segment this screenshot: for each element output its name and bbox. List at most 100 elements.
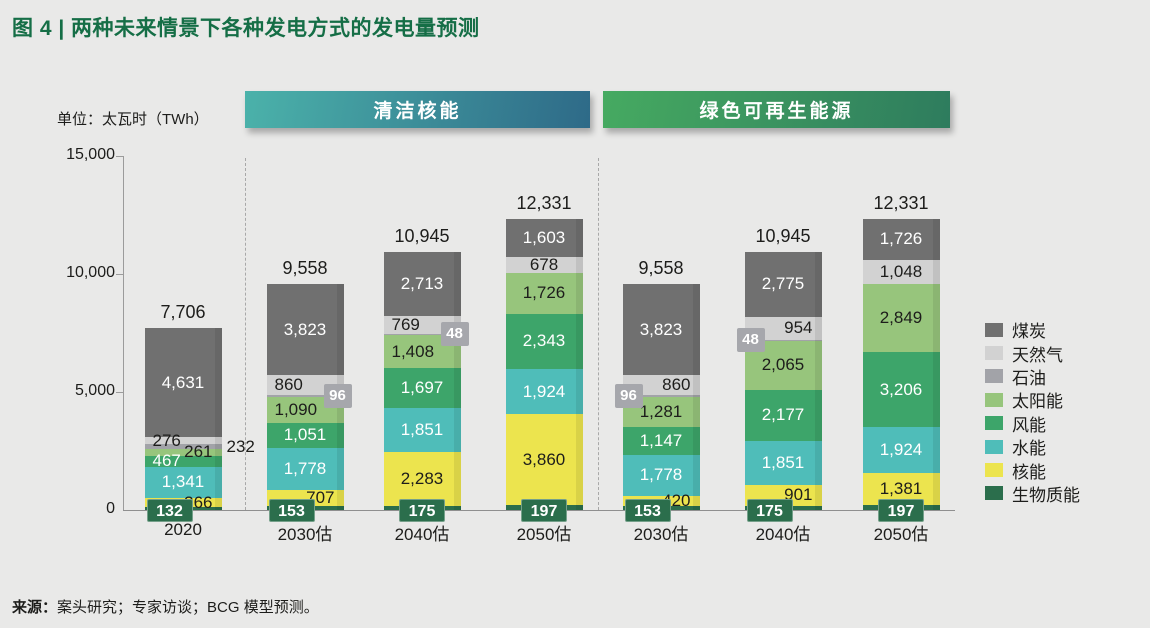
segment-oil bbox=[744, 339, 822, 341]
segment-label: 2,713 bbox=[400, 273, 444, 293]
segment-label: 954 bbox=[784, 318, 813, 338]
bar-2040估: 175 2,283 1,851 1,697 1,408 48 769 2,713 10,945 bbox=[383, 226, 469, 522]
segment-solar bbox=[505, 272, 583, 314]
legend-item: 核能 bbox=[985, 458, 1080, 482]
segment-label: 276 bbox=[152, 430, 181, 450]
segment-wind bbox=[266, 422, 344, 448]
y-tick-mark bbox=[116, 274, 123, 275]
legend-swatch-solar bbox=[985, 392, 1003, 407]
biomass-badge: 197 bbox=[521, 498, 567, 522]
segment-coal bbox=[144, 328, 222, 438]
segment-label: 261 bbox=[184, 442, 213, 462]
segment-wind bbox=[383, 368, 461, 409]
segment-label: 1,048 bbox=[879, 262, 923, 282]
segment-hydro bbox=[744, 440, 822, 485]
segment-hydro bbox=[505, 368, 583, 415]
oil-badge: 48 bbox=[736, 328, 765, 353]
segment-label-outside: 232 bbox=[226, 436, 255, 456]
legend-item: 石油 bbox=[985, 365, 1080, 388]
segment-label: 2,283 bbox=[400, 468, 444, 488]
segment-oil bbox=[383, 333, 461, 336]
source-prefix: 来源： bbox=[12, 599, 58, 616]
y-tick-mark bbox=[116, 156, 123, 157]
biomass-badge: 132 bbox=[146, 498, 193, 522]
legend-item: 风能 bbox=[985, 412, 1080, 435]
unit-label: 单位：太瓦时（TWh） bbox=[57, 111, 209, 128]
segment-label: 2,775 bbox=[761, 274, 805, 294]
segment-label: 1,051 bbox=[283, 425, 327, 445]
segment-label: 2,177 bbox=[761, 405, 805, 425]
segment-label: 1,341 bbox=[161, 472, 205, 492]
x-axis-label: 2050估 bbox=[516, 525, 572, 544]
bar-total-label: 9,558 bbox=[282, 258, 328, 279]
bar-2040估: 175 901 1,851 2,177 2,065 48 954 2,775 10,945 bbox=[736, 226, 822, 522]
segment-label: 1,851 bbox=[761, 452, 805, 472]
y-tick-mark bbox=[116, 392, 123, 393]
oil-badge: 96 bbox=[323, 384, 352, 409]
segment-wind bbox=[144, 455, 222, 467]
segment-coal bbox=[744, 251, 822, 318]
biomass-badge: 153 bbox=[624, 498, 671, 522]
segment-hydro bbox=[144, 466, 222, 499]
segment-wind bbox=[505, 313, 583, 369]
bar-total-label: 9,558 bbox=[638, 258, 684, 279]
source-text: 案头研究；专家访谈；BCG 模型预测。 bbox=[57, 599, 319, 616]
scenario-banner-nuclear: 清洁核能 bbox=[245, 91, 590, 128]
legend-swatch-hydro bbox=[985, 439, 1003, 454]
bar-total-label: 10,945 bbox=[394, 225, 450, 246]
x-axis-label: 2020 bbox=[164, 520, 202, 539]
segment-hydro bbox=[622, 454, 700, 497]
segment-label: 860 bbox=[274, 374, 303, 394]
segment-gas bbox=[505, 256, 583, 273]
legend-label: 太阳能 bbox=[1012, 392, 1063, 412]
legend-label: 风能 bbox=[1012, 415, 1046, 435]
x-axis-label: 2030估 bbox=[277, 525, 333, 544]
bar-2030估: 153 420 1,778 1,147 1,281 96 860 3,823 9,558 bbox=[614, 258, 700, 522]
segment-label: 3,823 bbox=[283, 319, 327, 339]
scenario-banner-renewable-label: 绿色可再生能源 bbox=[699, 101, 854, 122]
segment-label: 3,860 bbox=[522, 449, 566, 469]
segment-label: 1,778 bbox=[283, 458, 327, 478]
legend-label: 生物质能 bbox=[1012, 485, 1080, 505]
legend-item: 生物质能 bbox=[985, 482, 1080, 505]
legend-item: 煤炭 bbox=[985, 318, 1080, 341]
segment-label: 2,343 bbox=[522, 331, 566, 351]
segment-hydro bbox=[383, 408, 461, 452]
segment-wind bbox=[744, 389, 822, 441]
segment-coal bbox=[862, 219, 940, 260]
y-axis bbox=[123, 156, 124, 510]
segment-label: 1,697 bbox=[400, 378, 444, 398]
legend-swatch-gas bbox=[985, 346, 1003, 361]
segment-label: 4,631 bbox=[161, 372, 205, 392]
legend-swatch-oil bbox=[985, 369, 1003, 384]
legend-label: 天然气 bbox=[1012, 345, 1063, 365]
legend-item: 水能 bbox=[985, 435, 1080, 458]
segment-label: 2,065 bbox=[761, 355, 805, 375]
bar-2030估: 153 707 1,778 1,051 1,090 96 860 3,823 9,558 bbox=[266, 258, 352, 522]
segment-label: 678 bbox=[529, 254, 559, 274]
bar-2050估: 197 1,381 1,924 3,206 2,849 1,048 1,726 12,331 bbox=[862, 193, 940, 522]
segment-label: 1,924 bbox=[879, 440, 923, 460]
segment-label: 467 bbox=[152, 451, 181, 471]
segment-label: 3,823 bbox=[639, 319, 683, 339]
segment-nuclear bbox=[383, 451, 461, 506]
segment-oil bbox=[266, 394, 344, 398]
legend-swatch-biomass bbox=[985, 486, 1003, 501]
legend-swatch-nuclear bbox=[985, 463, 1003, 478]
y-tick-label: 0 bbox=[106, 500, 115, 517]
segment-label: 1,603 bbox=[522, 227, 566, 247]
bar-2050估: 197 3,860 1,924 2,343 1,726 678 1,603 12,331 bbox=[505, 193, 583, 522]
segment-hydro bbox=[266, 447, 344, 490]
segment-gas bbox=[144, 437, 222, 444]
group-separator-left bbox=[245, 158, 246, 510]
segment-wind bbox=[622, 427, 700, 455]
bar-total-label: 12,331 bbox=[516, 192, 572, 213]
bar-total-label: 7,706 bbox=[160, 302, 206, 323]
biomass-badge: 175 bbox=[399, 498, 445, 522]
legend-label: 石油 bbox=[1012, 368, 1046, 388]
segment-label: 1,281 bbox=[639, 402, 683, 422]
y-tick-label: 5,000 bbox=[74, 382, 115, 399]
segment-hydro bbox=[862, 427, 940, 473]
